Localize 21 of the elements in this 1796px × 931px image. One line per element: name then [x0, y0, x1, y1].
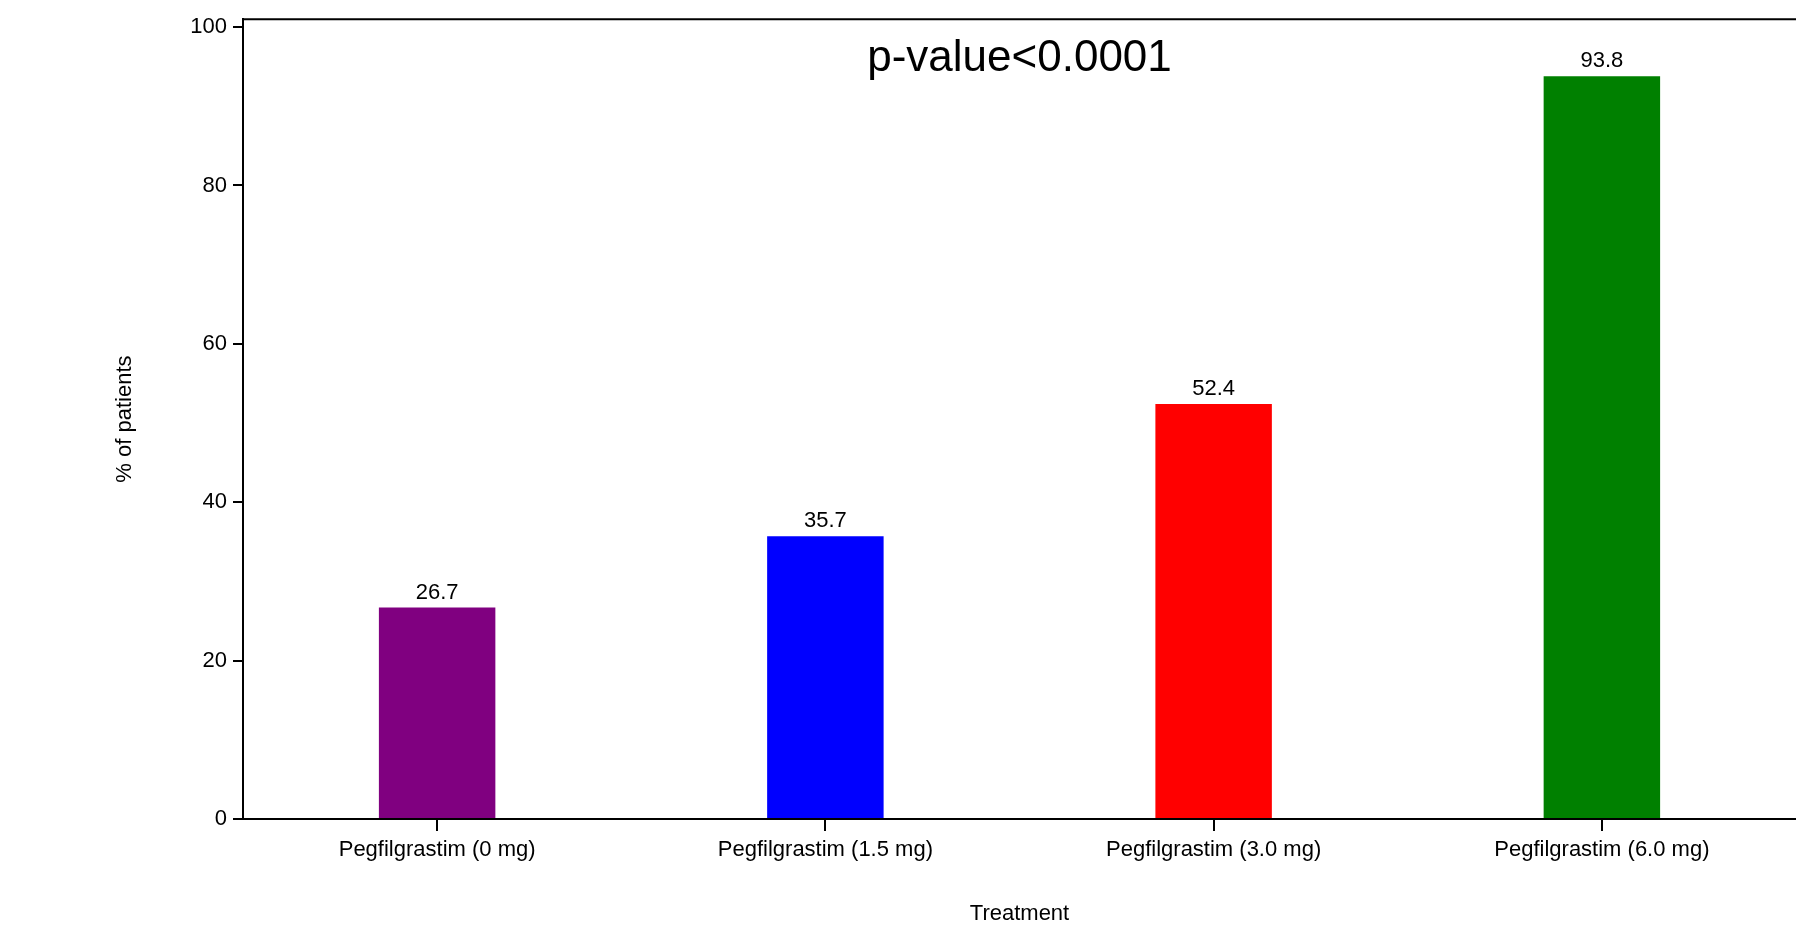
x-tick-label: Pegfilgrastim (6.0 mg)	[1494, 836, 1710, 862]
bar	[1155, 404, 1272, 818]
bar	[1543, 76, 1661, 818]
x-tick-label: Pegfilgrastim (1.5 mg)	[717, 836, 933, 862]
annotation: p-value<0.0001	[867, 31, 1172, 81]
y-tick-label: 40	[202, 488, 227, 514]
data-label: 52.4	[1192, 375, 1236, 401]
data-label: 35.7	[803, 507, 847, 533]
x-tick-label: Pegfilgrastim (0 mg)	[338, 836, 536, 862]
y-tick-label: 60	[202, 329, 227, 355]
y-tick-label: 100	[190, 13, 227, 39]
x-tick-label: Pegfilgrastim (3.0 mg)	[1106, 836, 1322, 862]
y-tick-label: 0	[214, 805, 227, 831]
y-tick-label: 80	[202, 171, 227, 197]
bar	[767, 536, 884, 818]
y-axis-title: % of patients	[111, 355, 137, 483]
y-tick-label: 20	[202, 646, 227, 672]
data-label: 93.8	[1580, 47, 1624, 73]
data-label: 26.7	[415, 578, 459, 604]
x-axis-title: Treatment	[969, 899, 1070, 925]
bar	[378, 607, 496, 818]
